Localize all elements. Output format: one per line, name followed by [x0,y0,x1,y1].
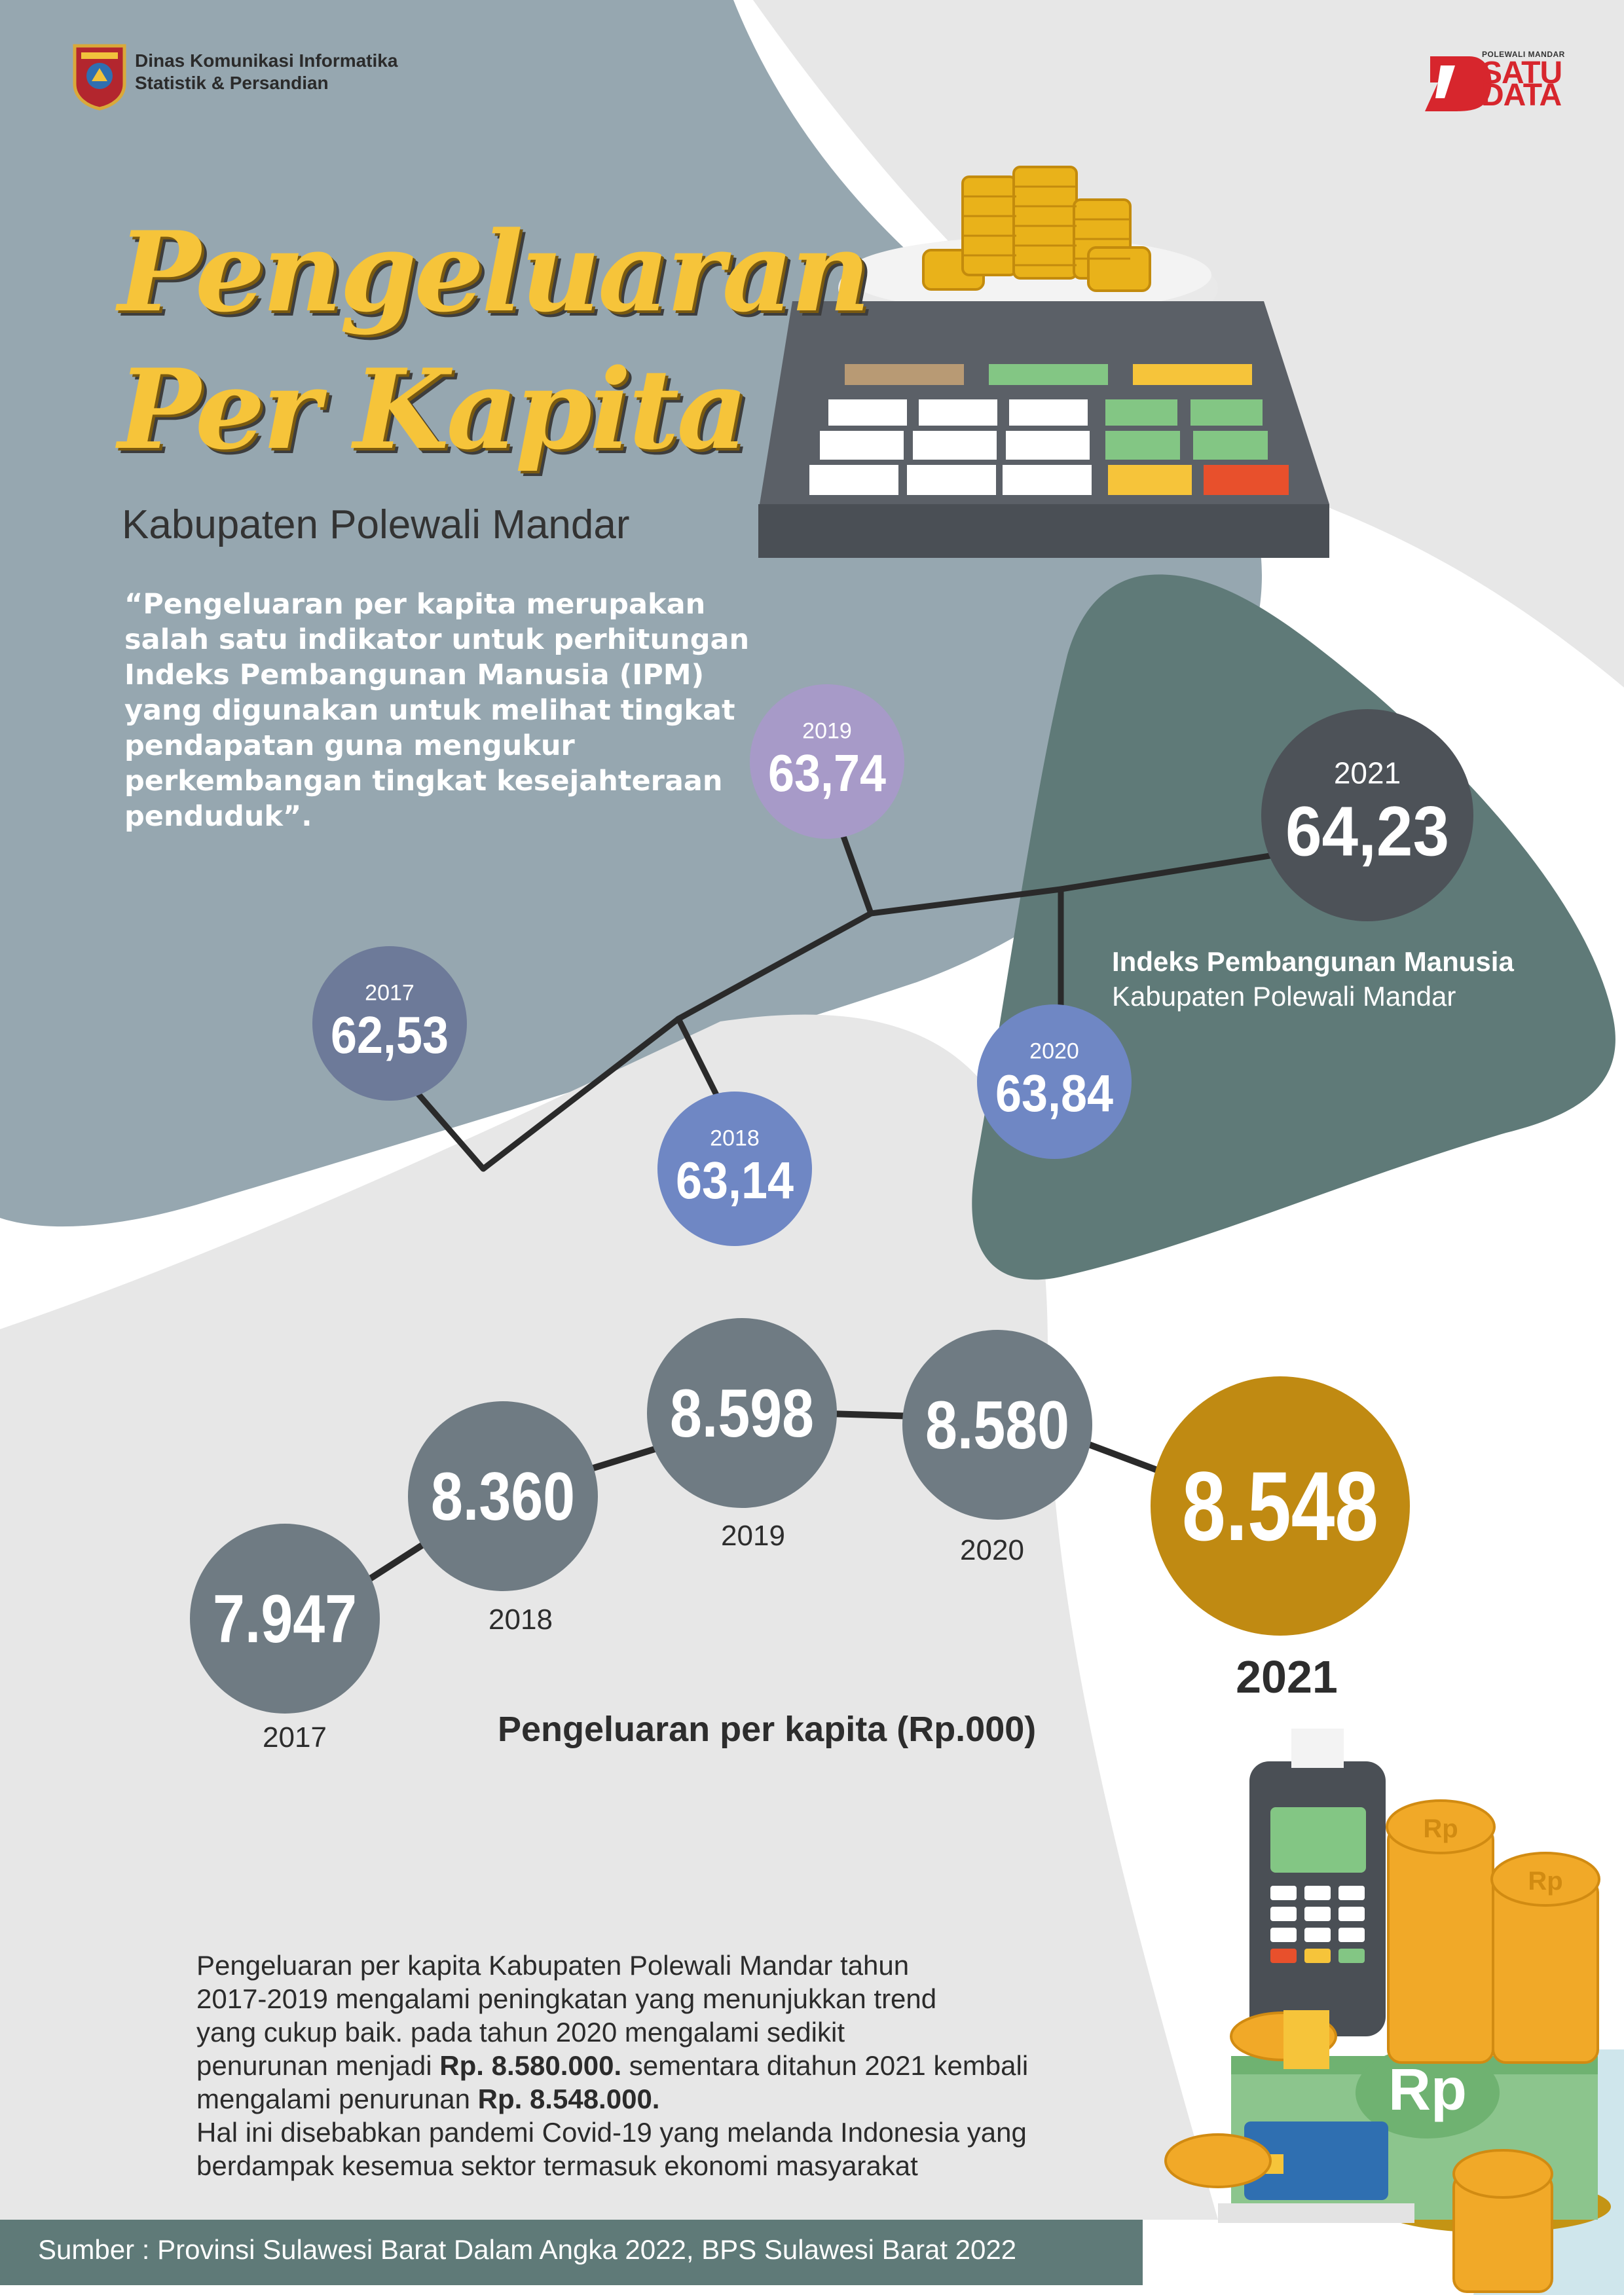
satu-data-logo-icon [1425,56,1492,111]
pkc-bubble [190,1524,380,1714]
svg-text:Rp: Rp [1528,1867,1562,1896]
satudata-word2: DATA [1481,78,1562,113]
ipm-caption-subtitle: Kabupaten Polewali Mandar [1112,981,1456,1012]
pkc-point-2020: 8.580 2020 [902,1330,1092,1566]
ipm-value-label: 63,84 [995,1064,1113,1122]
pkc-year-label: 2021 [1236,1651,1338,1702]
satudata-region: POLEWALI MANDAR [1482,50,1565,59]
pkc-year-label: 2020 [960,1534,1024,1566]
pkc-value-label: 8.360 [431,1459,575,1535]
pkc-value-label: 8.580 [925,1387,1069,1463]
pkc-bubble [902,1330,1092,1520]
pkc-year-label: 2017 [263,1721,327,1753]
ipm-year-label: 2020 [1029,1039,1079,1064]
ipm-year-label: 2017 [365,981,415,1006]
definition-quote: “Pengeluaran per kapita merupakan salah … [124,588,750,833]
pkc-chart-caption: Pengeluaran per kapita (Rp.000) [498,1710,1037,1749]
ipm-bubble [657,1092,812,1246]
government-emblem-icon [73,44,126,111]
pkc-bubble [1151,1376,1410,1636]
source-bar [0,2220,1143,2285]
pkc-value-label: 8.548 [1182,1451,1378,1561]
pkc-value-label: 8.598 [670,1376,814,1452]
pkc-bubble [408,1401,598,1591]
highlight-2020: Rp. 8.580.000. [439,2050,622,2081]
payment-illustration-icon: Rp Rp Rp [1164,1729,1611,2293]
org-name-line2: Statistik & Persandian [135,73,329,93]
body-line: Hal ini disebabkan pandemi Covid-19 yang… [196,2117,1027,2148]
ipm-bubble [977,1004,1132,1159]
ipm-value-label: 62,53 [331,1006,449,1064]
page-title-line1: Pengeluaran [118,207,871,337]
body-line: Pengeluaran per kapita Kabupaten Polewal… [196,1950,910,1981]
pkc-value-label: 7.947 [213,1581,357,1657]
ipm-caption-title: Indeks Pembangunan Manusia [1112,946,1514,977]
pkc-point-2019: 8.598 2019 [647,1318,837,1552]
svg-text:Rp: Rp [1423,1814,1458,1843]
satudata-word1: SATU [1481,56,1562,90]
scale-illustration-icon [758,166,1329,558]
ipm-bubble [1261,709,1473,921]
ipm-value-label: 63,74 [768,744,886,802]
pkc-year-label: 2018 [489,1604,553,1636]
body-line: 2017-2019 mengalami peningkatan yang men… [196,1983,937,2014]
org-name-line1: Dinas Komunikasi Informatika [135,50,398,71]
ipm-year-label: 2019 [802,719,852,744]
page-title-line2: Per Kapita [118,344,748,474]
pkc-year-label: 2019 [721,1520,785,1552]
ipm-bubble [312,946,467,1101]
highlight-2021: Rp. 8.548.000. [477,2084,660,2114]
rp-label: Rp [1388,2057,1467,2123]
pkc-point-2017: 7.947 2017 [190,1524,380,1753]
body-line: penurunan menjadi Rp. 8.580.000. sementa… [196,2050,1029,2081]
pkc-point-2021: 8.548 2021 [1151,1376,1410,1702]
pkc-bubble [647,1318,837,1508]
ipm-value-label: 63,14 [676,1151,794,1209]
org-name: Dinas Komunikasi Informatika Statistik &… [135,50,397,94]
ipm-value-label: 64,23 [1285,792,1449,871]
source-text: Sumber : Provinsi Sulawesi Barat Dalam A… [38,2234,1017,2265]
ipm-year-label: 2018 [710,1126,760,1151]
body-line: berdampak kesemua sektor termasuk ekonom… [196,2150,918,2181]
ipm-year-label: 2021 [1334,756,1401,790]
body-line: yang cukup baik. pada tahun 2020 mengala… [196,2017,845,2047]
explanation-paragraph: Pengeluaran per kapita Kabupaten Polewal… [196,1949,1139,2182]
body-line: mengalami penurunan Rp. 8.548.000. [196,2084,660,2114]
pkc-point-2018: 8.360 2018 [408,1401,598,1636]
ipm-bubble [750,684,904,839]
page-subtitle: Kabupaten Polewali Mandar [122,502,630,547]
